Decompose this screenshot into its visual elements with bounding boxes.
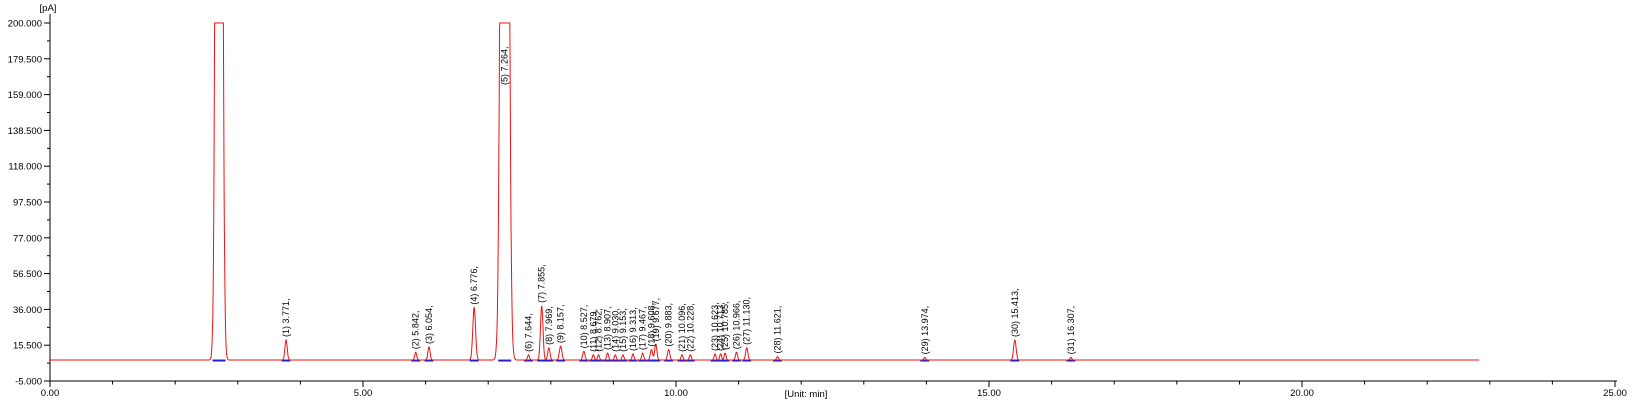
peak-label: (9) 8.157, xyxy=(556,305,566,344)
integration-mark xyxy=(281,359,291,362)
integration-mark xyxy=(212,359,226,362)
y-tick-label: 56.500 xyxy=(13,269,42,280)
y-tick-label: 97.500 xyxy=(13,198,42,209)
x-tick-label: 5.00 xyxy=(354,388,373,399)
integration-mark xyxy=(579,359,589,362)
peak-label: (16) 9.313, xyxy=(628,307,638,351)
integration-mark xyxy=(1010,359,1020,362)
peak-label: (15) 9.153, xyxy=(618,308,628,352)
y-tick-label: 118.000 xyxy=(8,162,42,173)
peak-label: (23) 10.623, xyxy=(710,302,720,351)
integration-mark xyxy=(677,359,687,362)
peak-label: (22) 10.228, xyxy=(685,303,695,352)
integration-mark xyxy=(603,359,613,362)
peak-label: (25) 10.785, xyxy=(720,302,730,351)
integration-mark xyxy=(469,359,479,362)
integration-mark xyxy=(720,359,730,362)
peak-label: (30) 15.413, xyxy=(1010,288,1020,337)
y-tick-label: -5.000 xyxy=(15,377,42,388)
peak-label: (4) 6.776, xyxy=(469,266,479,305)
y-tick-label: 36.000 xyxy=(13,305,42,316)
y-axis-unit-label: [pA] xyxy=(40,3,57,14)
x-axis-unit-label: [Unit: min] xyxy=(785,389,828,400)
x-tick-label: 25.00 xyxy=(1603,388,1627,399)
peak-label: (3) 6.054, xyxy=(424,305,434,344)
integration-mark xyxy=(685,359,695,362)
integration-mark xyxy=(772,359,782,362)
chromatogram-trace xyxy=(50,22,1480,361)
peak-label: (7) 7.855, xyxy=(537,264,547,303)
peak-label: (29) 13.974, xyxy=(920,306,930,355)
peak-label: (2) 5.842, xyxy=(411,311,421,350)
y-tick-label: 200.000 xyxy=(8,19,42,30)
x-tick-label: 15.00 xyxy=(977,388,1001,399)
integration-mark xyxy=(594,359,604,362)
peak-label: (17) 9.467, xyxy=(638,307,648,351)
y-tick-label: 77.000 xyxy=(13,233,42,244)
peak-label: (19) 9.677, xyxy=(651,298,661,342)
y-tick-label: 159.000 xyxy=(8,90,42,101)
integration-mark xyxy=(537,359,547,362)
peak-label: (31) 16.307, xyxy=(1066,306,1076,355)
peak-label: (14) 9.030, xyxy=(610,308,620,352)
peak-label: (11) 8.679, xyxy=(588,309,598,352)
integration-mark xyxy=(588,359,598,362)
integration-mark xyxy=(524,359,534,362)
y-tick-label: 138.500 xyxy=(8,126,42,137)
peak-label: (1) 3.771, xyxy=(281,298,291,337)
integration-mark xyxy=(1066,359,1076,362)
integration-mark xyxy=(731,359,741,362)
x-tick-label: 10.00 xyxy=(664,388,688,399)
integration-mark xyxy=(664,359,674,362)
detector-trace xyxy=(50,22,1480,361)
integration-markers xyxy=(212,359,1076,362)
peak-label: (8) 7.969, xyxy=(544,306,554,345)
integration-mark xyxy=(618,359,628,362)
x-tick-label: 20.00 xyxy=(1290,388,1314,399)
peak-label: (21) 10.096, xyxy=(677,303,687,352)
integration-mark xyxy=(638,359,648,362)
peak-label: (5) 7.264, xyxy=(500,46,510,85)
peak-label: (13) 8.907, xyxy=(603,307,613,351)
integration-mark xyxy=(610,359,620,362)
peak-labels: (1) 3.771, (2) 5.842, (3) 6.054, (4) 6.776,… xyxy=(281,46,1076,354)
integration-mark xyxy=(628,359,638,362)
peak-label: (20) 9.883, xyxy=(664,303,674,347)
peak-label: (10) 8.527, xyxy=(579,305,589,349)
integration-mark xyxy=(651,359,661,362)
peak-label: (12) 8.762, xyxy=(594,308,604,352)
peak-label: (18) 9.608, xyxy=(646,303,656,347)
integration-mark xyxy=(556,359,566,362)
integration-mark xyxy=(411,359,421,362)
peak-label: (27) 11.130, xyxy=(742,297,752,345)
integration-mark xyxy=(742,359,752,362)
integration-mark xyxy=(920,359,930,362)
integration-mark xyxy=(424,359,434,362)
x-tick-label: 0.00 xyxy=(41,388,60,399)
axes: 200.000 179.500 159.000 138.500 118.000 97.50… xyxy=(8,14,1627,399)
peak-label: (24) 10.713, xyxy=(716,302,726,351)
integration-mark xyxy=(544,359,554,362)
integration-mark xyxy=(710,359,720,362)
peak-label: (6) 7.644, xyxy=(524,313,534,352)
y-tick-label: 15.500 xyxy=(13,341,42,352)
peak-label: (28) 11.621, xyxy=(772,306,782,354)
integration-mark xyxy=(498,359,512,362)
peak-label: (26) 10.966, xyxy=(731,301,741,350)
y-tick-label: 179.500 xyxy=(8,54,42,65)
integration-mark xyxy=(716,359,726,362)
